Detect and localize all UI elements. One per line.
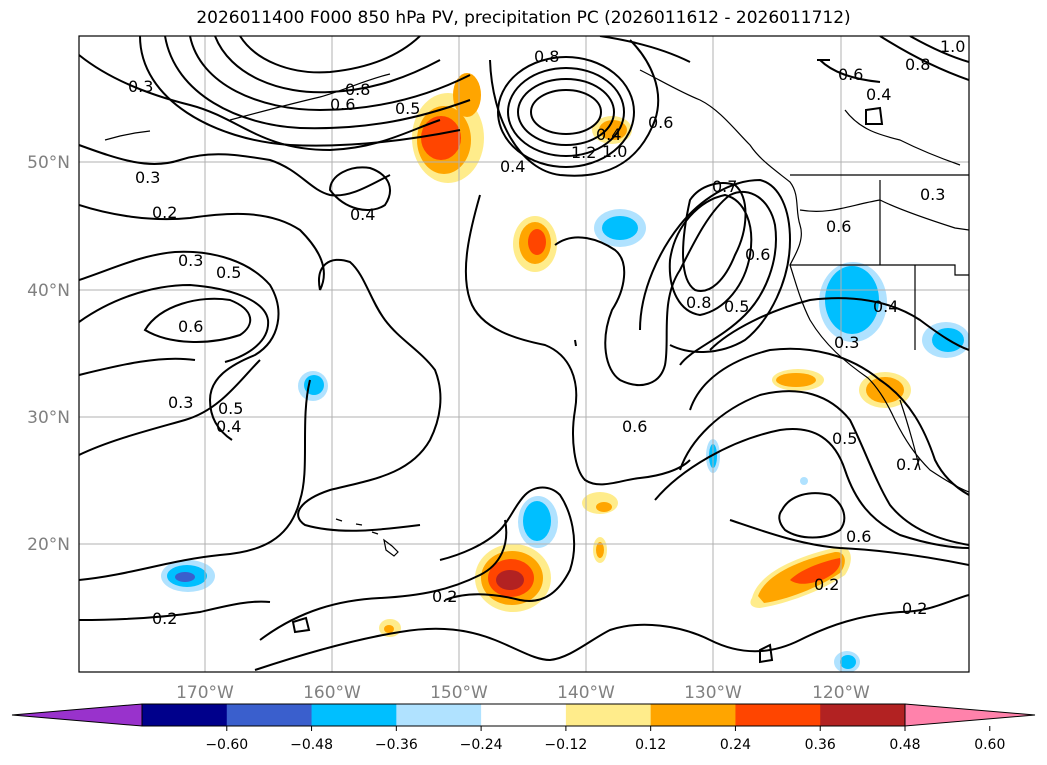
contour-label: 0.6 <box>826 217 851 236</box>
colorbar-tick-label: 0.60 <box>974 737 1005 753</box>
contour-label: 0.8 <box>905 55 930 74</box>
contour-label: 0.5 <box>218 399 243 418</box>
contour-label: 0.2 <box>432 587 457 606</box>
latitude-ticks: 50°N 40°N 30°N 20°N <box>27 153 70 555</box>
colorbar-tick-label: −0.48 <box>290 737 333 753</box>
lon-tick-label: 130°W <box>684 683 742 703</box>
contour-label: 0.5 <box>832 429 857 448</box>
precip-anomaly <box>596 542 604 558</box>
contour-label: 0.8 <box>534 47 559 66</box>
colorbar-segment <box>396 704 482 726</box>
precip-anomaly <box>453 73 481 117</box>
colorbar-tick-label: 0.36 <box>805 737 836 753</box>
lon-tick-label: 120°W <box>812 683 870 703</box>
precip-anomaly <box>790 558 841 584</box>
longitude-ticks: 170°W 160°W 150°W 140°W 130°W 120°W <box>176 683 870 703</box>
contour-label: 0.2 <box>902 599 927 618</box>
contour-label: 0.5 <box>395 99 420 118</box>
contour-label: 0.2 <box>152 203 177 222</box>
colorbar-tick-label: −0.60 <box>205 737 248 753</box>
contour-label: 0.6 <box>648 113 673 132</box>
colorbar-outline <box>141 703 906 727</box>
contour-label: 0.4 <box>866 85 891 104</box>
contour-label: 0.6 <box>330 95 355 114</box>
contour-label: 0.4 <box>216 417 241 436</box>
precip-anomaly <box>384 625 394 633</box>
precip-anomaly <box>602 216 638 240</box>
colorbar-segment <box>650 704 736 726</box>
colorbar-segment <box>820 704 906 726</box>
contour-label: 0.6 <box>745 245 770 264</box>
contour-label: 1.2 <box>571 143 596 162</box>
precip-anomaly <box>421 116 461 160</box>
colorbar: −0.60 −0.48 −0.36 −0.24 −0.12 0.12 0.24 0.36 0.4… <box>11 703 1036 753</box>
colorbar-segment <box>904 703 1036 727</box>
precip-anomaly <box>866 377 904 403</box>
colorbar-segment <box>565 704 652 726</box>
contour-label: 0.4 <box>596 125 621 144</box>
precip-anomaly <box>776 373 816 387</box>
coastlines <box>104 69 969 557</box>
lon-tick-label: 140°W <box>557 683 615 703</box>
pv-contours <box>79 36 969 671</box>
contour-labels: 0.3 0.3 0.2 0.3 0.5 0.6 0.3 0.5 0.4 0.4 … <box>128 37 965 628</box>
contour-label: 0.5 <box>724 297 749 316</box>
contour-label: 0.3 <box>168 393 193 412</box>
contour-label: 0.3 <box>834 333 859 352</box>
lat-tick-label: 50°N <box>27 153 70 173</box>
colorbar-tick-label: 0.12 <box>635 737 666 753</box>
contour-label: 0.3 <box>135 168 160 187</box>
precip-anomaly <box>496 570 524 590</box>
contour-label: 0.6 <box>846 527 871 546</box>
lat-tick-label: 40°N <box>27 281 70 301</box>
colorbar-segment <box>142 704 228 726</box>
lat-tick-label: 30°N <box>27 408 70 428</box>
precip-anomaly <box>523 501 551 541</box>
contour-label: 0.5 <box>216 263 241 282</box>
colorbar-segment <box>481 704 567 726</box>
precip-anomaly <box>825 266 879 334</box>
contour-label: 0.7 <box>712 177 737 196</box>
contour-label: 0.4 <box>500 157 525 176</box>
precip-anomaly <box>596 502 612 512</box>
lon-tick-label: 150°W <box>430 683 488 703</box>
colorbar-segment <box>311 704 397 726</box>
contour-label: 0.6 <box>178 317 203 336</box>
contour-label: 0.6 <box>622 417 647 436</box>
precip-shading <box>161 73 969 672</box>
colorbar-segment <box>11 703 143 727</box>
colorbar-tick-label: −0.12 <box>544 737 587 753</box>
contour-label: 1.0 <box>602 142 627 161</box>
colorbar-tick-label: −0.36 <box>375 737 418 753</box>
contour-label: 0.4 <box>873 297 898 316</box>
map-frame <box>78 35 970 673</box>
contour-label: 0.4 <box>350 205 375 224</box>
contour-label: 0.3 <box>128 77 153 96</box>
contour-label: 0.8 <box>345 80 370 99</box>
contour-label: 0.7 <box>896 455 921 474</box>
contour-label: 0.2 <box>814 575 839 594</box>
colorbar-tick-label: −0.24 <box>460 737 503 753</box>
lat-tick-label: 20°N <box>27 535 70 555</box>
colorbar-segment <box>735 704 821 726</box>
contour-label: 0.2 <box>152 609 177 628</box>
contour-label: 1.0 <box>940 37 965 56</box>
contour-label: 0.6 <box>838 65 863 84</box>
colorbar-tick-label: 0.48 <box>889 737 920 753</box>
map-title: 2026011400 F000 850 hPa PV, precipitatio… <box>196 8 851 28</box>
contour-label: 0.3 <box>920 185 945 204</box>
lon-tick-label: 170°W <box>176 683 234 703</box>
colorbar-segment <box>226 704 313 726</box>
precip-anomaly <box>175 572 195 582</box>
contour-label: 0.8 <box>686 293 711 312</box>
lon-tick-label: 160°W <box>303 683 361 703</box>
precip-anomaly <box>599 120 627 140</box>
contour-label: 0.3 <box>178 251 203 270</box>
precip-anomaly <box>800 477 808 485</box>
colorbar-tick-label: 0.24 <box>720 737 751 753</box>
precip-anomaly <box>528 229 546 255</box>
precip-anomaly <box>840 655 856 669</box>
